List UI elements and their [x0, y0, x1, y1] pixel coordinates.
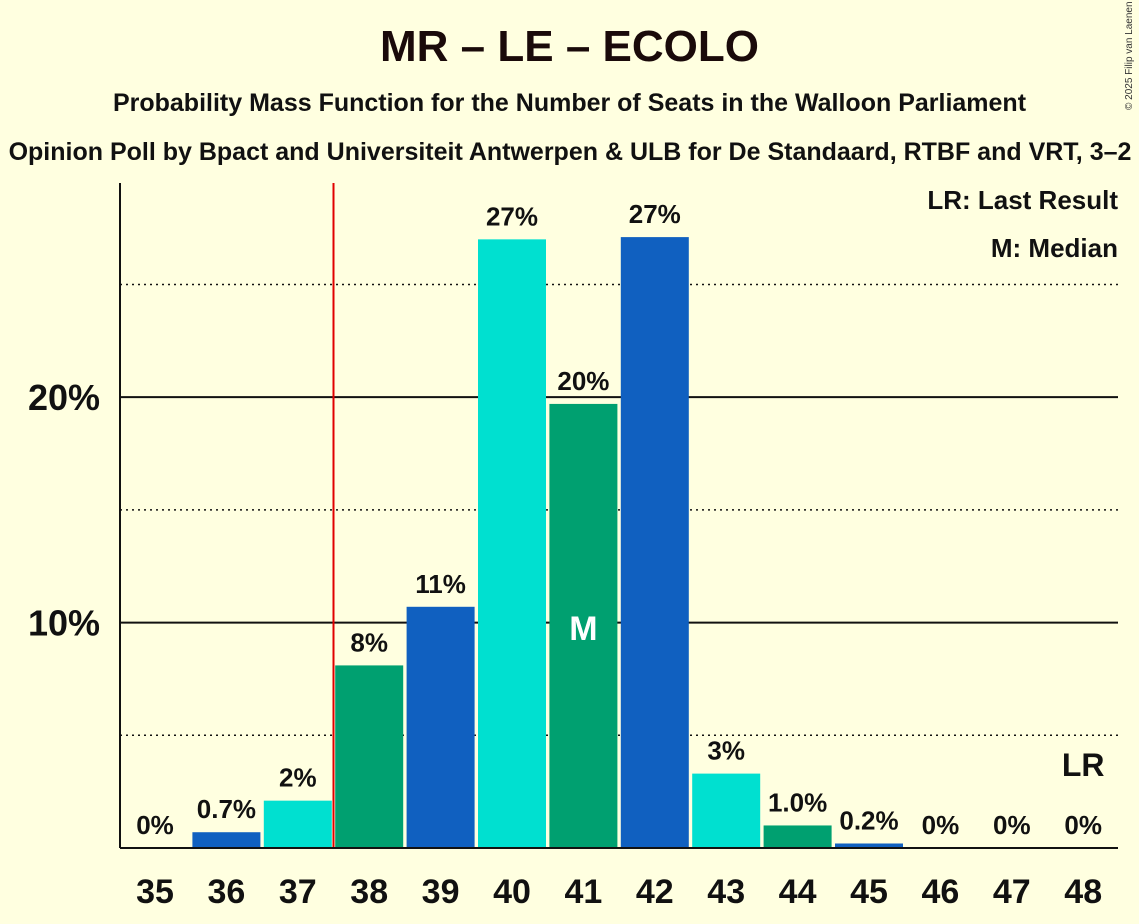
gridlines: [120, 283, 1118, 737]
bar-value-label: 3%: [707, 736, 745, 766]
bar-39: [406, 606, 475, 848]
bar-40: [478, 239, 546, 848]
bar-42: [620, 237, 689, 849]
x-tick-label: 42: [636, 873, 674, 911]
bar-37: [263, 800, 332, 848]
bar-value-label: 0%: [922, 810, 960, 840]
bar-value-label: 2%: [279, 763, 317, 793]
bar-value-label: 0.2%: [839, 805, 898, 835]
bar-41: [549, 403, 618, 848]
x-tick-label: 43: [707, 873, 745, 911]
x-tick-label: 36: [207, 873, 245, 911]
bar-45: [835, 843, 903, 848]
y-tick-label: 10%: [28, 603, 100, 644]
chart-title: MR – LE – ECOLO: [380, 22, 759, 71]
x-tick-label: 48: [1064, 873, 1102, 911]
chart-subtitle: Probability Mass Function for the Number…: [112, 89, 1027, 117]
x-tick-label: 40: [493, 873, 531, 911]
labels: 10% 20% 0% 35 0.7% 36 2% 37 8% 38 11% 39 27% 40 20% 41 2…: [28, 199, 1105, 911]
x-tick-label: 38: [350, 873, 388, 911]
x-tick-label: 37: [279, 873, 317, 911]
bar-value-label: 0%: [993, 810, 1031, 840]
bar-43: [692, 773, 761, 848]
bar-value-label: 20%: [557, 366, 609, 396]
poll-source: Opinion Poll by Bpact and Universiteit A…: [8, 138, 1132, 166]
median-marker: M: [569, 610, 597, 648]
x-tick-label: 45: [850, 873, 888, 911]
last-result-marker: LR: [1062, 747, 1105, 783]
bar-value-label: 11%: [415, 569, 466, 599]
axes: [119, 183, 1118, 849]
x-tick-label: 46: [921, 873, 959, 911]
bar-value-label: 1.0%: [768, 787, 827, 817]
bar-value-label: 27%: [629, 199, 681, 229]
bar-value-label: 0%: [136, 810, 174, 840]
bar-value-label: 27%: [486, 201, 538, 231]
x-tick-label: 35: [136, 873, 174, 911]
legend-median: M: Median: [991, 233, 1118, 263]
legend-last-result: LR: Last Result: [927, 185, 1118, 215]
x-tick-label: 44: [779, 873, 817, 911]
bar-value-label: 8%: [350, 627, 388, 657]
x-tick-label: 39: [422, 873, 460, 911]
bar-value-label: 0%: [1064, 810, 1102, 840]
y-tick-label: 20%: [28, 377, 100, 418]
x-tick-label: 41: [564, 873, 602, 911]
bar-38: [335, 665, 404, 848]
bars: [192, 237, 903, 849]
x-tick-label: 47: [993, 873, 1031, 911]
bar-44: [763, 825, 832, 848]
bar-36: [192, 832, 261, 848]
bar-value-label: 0.7%: [197, 794, 256, 824]
